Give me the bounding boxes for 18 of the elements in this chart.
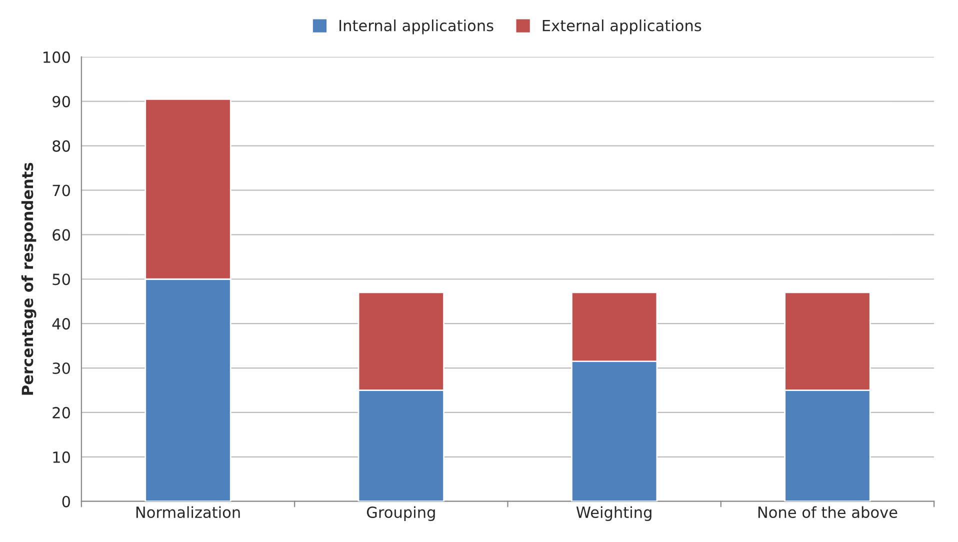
y-axis-title: Percentage of respondents [21,162,36,395]
x-tick-label: None of the above [758,506,898,518]
y-tick-label: 40 [52,318,70,330]
y-tick-label: 20 [52,406,70,418]
legend-label: Internal applications [340,19,494,34]
y-tick-label: 30 [52,362,70,374]
y-tick-label: 90 [52,96,70,108]
y-tick-label: 60 [52,229,70,241]
x-tick-label: Grouping [366,506,435,521]
y-tick-label: 0 [62,496,70,508]
x-tick-label: Normalization [136,506,240,518]
x-tick-label: Weighting [576,506,652,521]
y-tick-label: 100 [44,51,70,63]
y-tick-label: 70 [52,184,70,196]
y-tick-label: 10 [53,451,70,463]
y-tick-label: 50 [52,274,70,286]
y-tick-label: 80 [52,140,70,152]
legend-label: External applications [542,19,702,34]
